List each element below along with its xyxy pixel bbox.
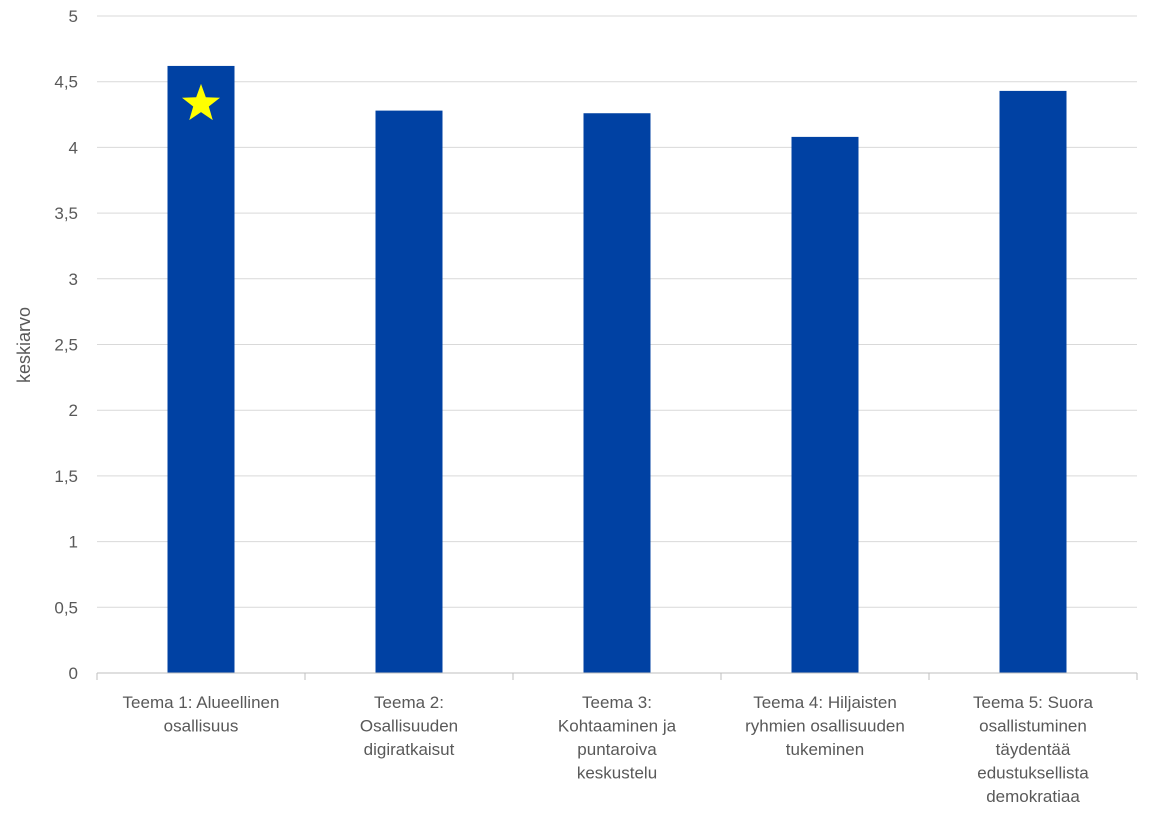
bar bbox=[791, 136, 859, 673]
y-tick-label: 3 bbox=[69, 270, 78, 289]
y-axis-title: keskiarvo bbox=[14, 307, 34, 383]
x-category-label: Teema 5: Suora bbox=[973, 693, 1094, 712]
y-tick-label: 4 bbox=[69, 138, 78, 157]
x-category-label: edustuksellista bbox=[977, 764, 1089, 783]
bar bbox=[583, 113, 651, 673]
star-icon bbox=[181, 83, 221, 121]
x-category-label: Teema 3: bbox=[582, 693, 652, 712]
bar bbox=[167, 65, 235, 673]
axes bbox=[96, 672, 1138, 680]
y-tick-label: 2,5 bbox=[54, 336, 78, 355]
x-category-label: Teema 2: bbox=[374, 693, 444, 712]
x-category-label: tukeminen bbox=[786, 740, 864, 759]
y-tick-label: 1,5 bbox=[54, 467, 78, 486]
y-tick-label: 4,5 bbox=[54, 73, 78, 92]
x-category-label: digiratkaisut bbox=[364, 740, 455, 759]
y-tick-label: 0,5 bbox=[54, 598, 78, 617]
x-category-label: täydentää bbox=[996, 740, 1071, 759]
y-tick-label: 1 bbox=[69, 533, 78, 552]
x-category-label: puntaroiva bbox=[577, 740, 657, 759]
bar bbox=[375, 110, 443, 673]
x-category-label: ryhmien osallisuuden bbox=[745, 717, 905, 736]
y-tick-label: 0 bbox=[69, 664, 78, 683]
x-category-label: osallisuus bbox=[164, 717, 239, 736]
labels: 0 0,5 1 1,5 2 2,5 3 3,5 4 4,5 5 Teema 1: Alueelline… bbox=[54, 7, 1093, 806]
bars bbox=[167, 65, 1067, 673]
x-category-label: demokratiaa bbox=[986, 787, 1080, 806]
y-tick-label: 3,5 bbox=[54, 204, 78, 223]
x-category-label: osallistuminen bbox=[979, 717, 1087, 736]
x-category-label: Osallisuuden bbox=[360, 717, 458, 736]
x-category-label: Kohtaaminen ja bbox=[558, 717, 677, 736]
bar bbox=[999, 90, 1067, 673]
x-category-label: Teema 4: Hiljaisten bbox=[753, 693, 897, 712]
y-tick-label: 2 bbox=[69, 401, 78, 420]
x-category-label: Teema 1: Alueellinen bbox=[123, 693, 280, 712]
x-category-label: keskustelu bbox=[577, 764, 657, 783]
y-tick-label: 5 bbox=[69, 7, 78, 26]
